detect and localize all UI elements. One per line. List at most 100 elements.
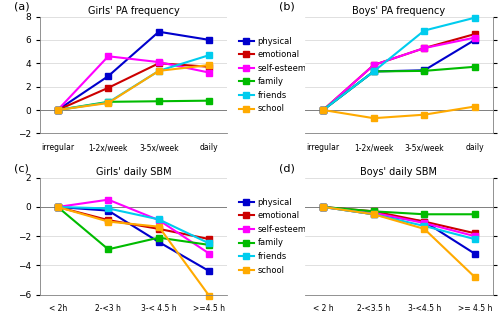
emotional: [54, 108, 60, 112]
emotional: [370, 63, 376, 67]
school: [320, 108, 326, 112]
school: [421, 113, 427, 117]
Line: physical: physical: [320, 204, 478, 257]
family: [106, 247, 112, 251]
emotional: [421, 219, 427, 223]
family: [54, 108, 60, 112]
school: [106, 101, 112, 105]
physical: [54, 108, 60, 112]
school: [156, 225, 162, 229]
emotional: [472, 231, 478, 235]
Line: friends: friends: [320, 204, 478, 242]
Title: Girls' PA frequency: Girls' PA frequency: [88, 6, 180, 16]
physical: [370, 70, 376, 73]
Title: Boys' daily SBM: Boys' daily SBM: [360, 167, 438, 177]
family: [421, 212, 427, 216]
Line: friends: friends: [320, 15, 478, 113]
self-esteem: [370, 63, 376, 67]
physical: [421, 68, 427, 72]
Line: self-esteem: self-esteem: [320, 204, 478, 239]
friends: [206, 53, 212, 57]
school: [206, 294, 212, 298]
self-esteem: [472, 234, 478, 238]
physical: [472, 38, 478, 42]
emotional: [421, 46, 427, 50]
physical: [206, 38, 212, 42]
school: [320, 205, 326, 209]
self-esteem: [54, 108, 60, 112]
self-esteem: [421, 46, 427, 50]
family: [320, 108, 326, 112]
Line: emotional: emotional: [320, 204, 478, 236]
family: [472, 65, 478, 69]
Line: family: family: [320, 204, 478, 217]
Title: Boys' PA frequency: Boys' PA frequency: [352, 6, 446, 16]
friends: [320, 205, 326, 209]
friends: [156, 69, 162, 73]
school: [472, 275, 478, 279]
Line: emotional: emotional: [55, 61, 212, 113]
Legend: physical, emotional, self-esteem, family, friends, school: physical, emotional, self-esteem, family…: [238, 198, 306, 275]
self-esteem: [421, 221, 427, 225]
Title: Girls' daily SBM: Girls' daily SBM: [96, 167, 172, 177]
emotional: [206, 237, 212, 241]
friends: [106, 207, 112, 211]
self-esteem: [472, 36, 478, 40]
family: [156, 236, 162, 240]
Legend: physical, emotional, self-esteem, family, friends, school: physical, emotional, self-esteem, family…: [238, 36, 306, 114]
physical: [106, 209, 112, 213]
Line: emotional: emotional: [55, 204, 212, 242]
self-esteem: [54, 205, 60, 209]
friends: [54, 205, 60, 209]
Line: physical: physical: [55, 29, 212, 113]
emotional: [370, 210, 376, 213]
school: [106, 219, 112, 223]
emotional: [54, 205, 60, 209]
physical: [472, 252, 478, 256]
friends: [421, 224, 427, 228]
emotional: [106, 218, 112, 222]
family: [106, 100, 112, 104]
emotional: [472, 32, 478, 36]
friends: [106, 100, 112, 104]
self-esteem: [320, 205, 326, 209]
Line: friends: friends: [55, 204, 212, 246]
school: [370, 116, 376, 120]
physical: [370, 212, 376, 216]
family: [320, 205, 326, 209]
family: [206, 243, 212, 247]
school: [54, 205, 60, 209]
school: [54, 108, 60, 112]
friends: [156, 217, 162, 221]
physical: [156, 30, 162, 34]
Line: family: family: [55, 98, 212, 113]
Text: (b): (b): [279, 2, 295, 12]
friends: [421, 28, 427, 32]
friends: [206, 242, 212, 246]
Line: school: school: [320, 104, 478, 121]
friends: [472, 237, 478, 241]
Line: self-esteem: self-esteem: [55, 197, 212, 257]
physical: [156, 240, 162, 244]
Line: school: school: [55, 204, 212, 299]
self-esteem: [206, 252, 212, 256]
emotional: [206, 65, 212, 69]
family: [370, 210, 376, 213]
family: [370, 70, 376, 73]
school: [206, 63, 212, 67]
physical: [54, 205, 60, 209]
friends: [370, 212, 376, 216]
physical: [206, 269, 212, 273]
emotional: [320, 108, 326, 112]
Text: (d): (d): [279, 163, 295, 173]
family: [421, 69, 427, 73]
emotional: [320, 205, 326, 209]
friends: [320, 108, 326, 112]
friends: [370, 70, 376, 73]
Text: (a): (a): [14, 2, 30, 12]
Line: family: family: [55, 204, 212, 252]
physical: [421, 219, 427, 223]
self-esteem: [370, 211, 376, 215]
Text: (c): (c): [14, 163, 28, 173]
school: [421, 227, 427, 231]
